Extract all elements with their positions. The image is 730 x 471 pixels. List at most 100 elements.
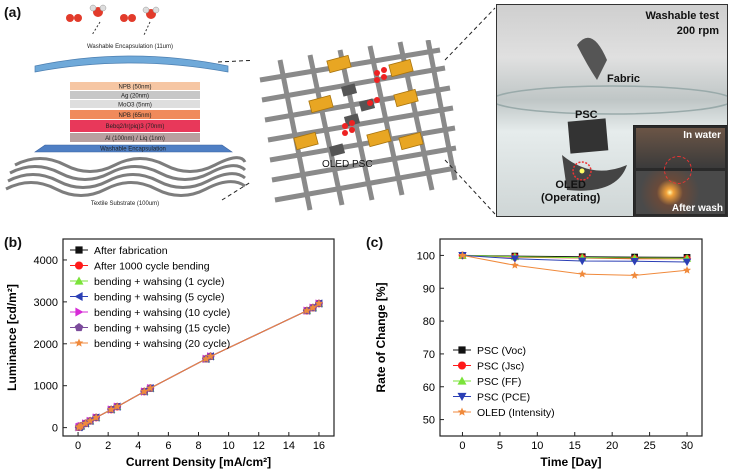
layer-emissive [70, 120, 200, 132]
x-tick-label: 20 [606, 440, 618, 452]
inset-photo: In water After wash [633, 125, 727, 216]
data-point-s3-1 [510, 255, 520, 263]
x-tick-label: 6 [165, 440, 171, 452]
callout-line-left [217, 59, 250, 63]
chart-c-ylabel: Rate of Change [%] [374, 282, 388, 392]
panel-b-label: (b) [4, 234, 22, 250]
legend-label-2: bending + wahsing (1 cycle) [94, 276, 224, 288]
legend-label-3: PSC (PCE) [477, 392, 530, 404]
layer-ag-label: Ag (20nm) [121, 94, 149, 100]
legend-label-0: PSC (Voc) [477, 345, 526, 357]
data-point-s4-0 [458, 251, 467, 259]
legend-label-1: PSC (Jsc) [477, 361, 524, 373]
data-point-s4-3 [630, 271, 639, 279]
legend-label-0: After fabrication [94, 245, 168, 257]
chart-c-xlabel: Time [Day] [540, 455, 601, 469]
photo-oled-label: OLED [555, 179, 586, 191]
legend-label-5: bending + wahsing (15 cycle) [94, 323, 230, 335]
data-point-s6-3 [81, 419, 90, 427]
data-point-s6-12 [302, 306, 311, 315]
oled-light-markers [342, 67, 387, 136]
layer-al-liq [70, 133, 200, 142]
legend-marker-1 [74, 261, 84, 270]
y-tick-label: 3000 [34, 297, 58, 309]
legend-marker-0 [75, 246, 83, 254]
layer-npb-label: NPB (65nm) [118, 113, 151, 119]
legend-marker-5 [74, 323, 84, 332]
x-tick-label: 0 [75, 440, 81, 452]
data-point-s6-9 [146, 384, 155, 392]
data-point-s6-2 [77, 421, 86, 430]
data-point-s6-4 [86, 416, 95, 425]
layer-npb-top [70, 82, 200, 90]
x-tick-label: 2 [105, 440, 111, 452]
y-tick-label: 0 [52, 423, 58, 435]
data-point-s4-4 [683, 265, 692, 274]
device-pads [293, 54, 424, 151]
inset-highlight-circle [664, 156, 692, 184]
data-point-s6-11 [206, 352, 215, 360]
legend-marker-0 [458, 346, 466, 354]
chart-c-plot-frame [439, 238, 703, 437]
woven-fabric [259, 40, 458, 211]
x-tick-label: 4 [135, 440, 141, 452]
legend-label-4: bending + wahsing (10 cycle) [94, 307, 230, 319]
photo-title-line1: Washable test [645, 10, 719, 22]
textile-device-illustration: OLED PSC [259, 40, 458, 211]
data-point-s3-3 [630, 257, 639, 266]
chart-b-axes: 0 2 4 6 8 10 12 14 16 0 1000 2000 3000 4000 [34, 255, 326, 452]
panel-c-label: (c) [366, 234, 384, 250]
data-point-s3-2 [578, 257, 587, 266]
chart-b-ylabel: Luminance [cd/m²] [5, 284, 19, 391]
legend-marker-2 [74, 276, 84, 285]
layer-moo3-label: MoO3 (5nm) [118, 103, 152, 109]
water-molecule-icon [66, 4, 160, 36]
x-tick-label: 12 [253, 440, 265, 452]
y-tick-label: 60 [423, 382, 435, 394]
panel-a-label: (a) [4, 4, 22, 20]
data-point-s4-1 [510, 261, 519, 269]
data-point-s6-14 [314, 299, 323, 307]
chart-c-legend: PSC (Voc) PSC (Jsc) PSC (FF) PSC (PCE) OLED … [453, 345, 555, 419]
bottom-encapsulation-label: Washable Encapsulation [100, 147, 166, 153]
legend-marker-1 [457, 361, 467, 370]
textile-oled-label: OLED [322, 159, 349, 170]
layer-al-liq-label: Al (100nm) / Liq (1nm) [105, 136, 165, 142]
legend-label-3: bending + wahsing (5 cycle) [94, 292, 224, 304]
textile-substrate-label: Textile Substrate (100um) [91, 201, 159, 207]
x-tick-label: 10 [531, 440, 543, 452]
layer-moo3 [70, 100, 200, 108]
bottom-encapsulation-shape [34, 144, 233, 153]
textile-psc-label: PSC [352, 159, 373, 170]
x-tick-label: 25 [643, 440, 655, 452]
callout-line-left-bottom [221, 181, 250, 201]
layer-npb-top-label: NPB (50nm) [118, 85, 151, 91]
textile-substrate-shape [5, 156, 247, 197]
legend-marker-4 [457, 407, 467, 416]
data-point-s6-13 [308, 303, 317, 312]
layer-npb [70, 110, 200, 119]
legend-label-4: OLED (Intensity) [477, 407, 555, 419]
photo-operating-label: (Operating) [541, 192, 601, 204]
photo-fabric-label: Fabric [607, 73, 641, 85]
data-point-s6-6 [107, 405, 116, 413]
wash-photo-drawing [497, 37, 727, 191]
legend-marker-3 [457, 392, 467, 401]
x-tick-label: 5 [497, 440, 503, 452]
x-tick-label: 15 [569, 440, 581, 452]
top-encapsulation-shape [34, 55, 229, 73]
y-tick-label: 70 [423, 349, 435, 361]
inset-after-wash-label: After wash [671, 203, 723, 214]
chart-b-xlabel: Current Density [mA/cm²] [126, 455, 271, 469]
legend-marker-4 [75, 307, 84, 317]
x-tick-label: 16 [313, 440, 325, 452]
callout-lines-right [444, 7, 496, 215]
data-point-s6-5 [92, 413, 101, 421]
device-stack-diagram: Washable Encapsulation (11um) NPB (50nm)… [5, 4, 250, 207]
data-point-s6-10 [202, 354, 211, 363]
legend-label-6: bending + wahsing (20 cycle) [94, 338, 230, 350]
photo-psc-label: PSC [575, 109, 598, 121]
inset-in-water-label: In water [683, 130, 721, 141]
y-tick-label: 90 [423, 283, 435, 295]
data-point-s6-8 [140, 387, 149, 395]
